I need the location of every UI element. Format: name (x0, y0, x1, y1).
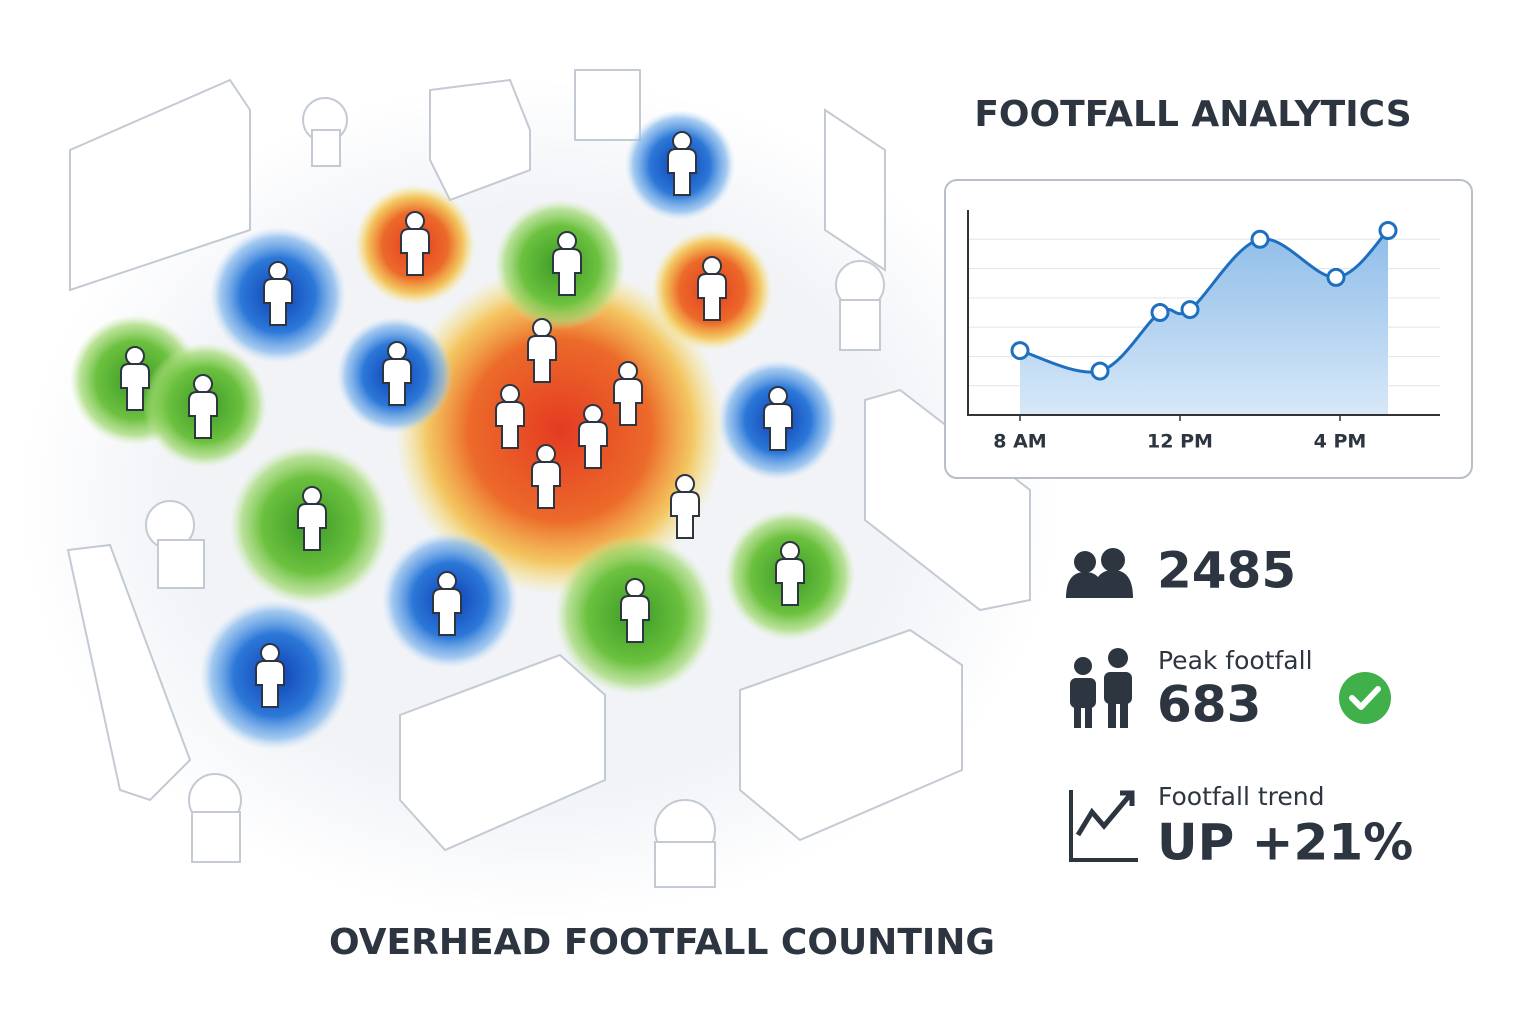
person (613, 361, 643, 426)
person-head (672, 131, 692, 151)
total-count: 2485 (1157, 542, 1296, 600)
person (255, 643, 285, 708)
person-head (675, 474, 695, 494)
chart: 8 AM 12 PM 4 PM (967, 210, 1440, 453)
person-head (268, 261, 288, 281)
person-body (255, 660, 285, 708)
person-head (702, 256, 722, 276)
person-body (620, 595, 650, 643)
person (382, 341, 412, 406)
person-head (387, 341, 407, 361)
person-body (382, 358, 412, 406)
person (667, 131, 697, 196)
point (1010, 341, 1030, 361)
person-head (405, 211, 425, 231)
person (697, 256, 727, 321)
people-stat-icon (1066, 548, 1133, 598)
person (263, 261, 293, 326)
person-body (432, 588, 462, 636)
fixtures (66, 69, 1031, 888)
person (297, 486, 327, 551)
heat-blob (395, 265, 725, 595)
person (670, 474, 700, 539)
person-head (768, 386, 788, 406)
x-tick-label: 12 PM (1147, 431, 1213, 453)
trend-label: Footfall trend (1158, 782, 1324, 811)
caption: OVERHEAD FOOTFALL COUNTING (329, 922, 995, 963)
person (620, 578, 650, 643)
x-tick-label: 4 PM (1314, 431, 1367, 453)
person (763, 386, 793, 451)
person-body (613, 378, 643, 426)
person-head (302, 486, 322, 506)
person-head (536, 444, 556, 464)
person-head (557, 231, 577, 251)
person-body (531, 461, 561, 509)
point (1090, 361, 1110, 381)
person (120, 346, 150, 411)
person (775, 541, 805, 606)
point (1378, 221, 1398, 240)
person-body (552, 248, 582, 296)
line-area (1020, 230, 1388, 415)
trend-value: UP +21% (1157, 814, 1413, 872)
person (527, 318, 557, 383)
person-head (618, 361, 638, 381)
axes (967, 210, 1440, 416)
person (552, 231, 582, 296)
person-body (263, 278, 293, 326)
person-body (297, 503, 327, 551)
person-head (125, 346, 145, 366)
person-body (697, 273, 727, 321)
point (1150, 303, 1170, 322)
peak-label: Peak footfall (1158, 646, 1313, 675)
person-body (120, 363, 150, 411)
person-body (400, 228, 430, 276)
person-head (260, 643, 280, 663)
point (1180, 300, 1200, 320)
point (1326, 267, 1346, 287)
person (188, 374, 218, 439)
person (495, 384, 525, 449)
person-body (188, 391, 218, 439)
person (578, 404, 608, 469)
person-head (583, 404, 603, 424)
person-head (193, 374, 213, 394)
person-body (763, 403, 793, 451)
person-body (670, 491, 700, 539)
person-body (775, 558, 805, 606)
person-head (500, 384, 520, 404)
person (400, 211, 430, 276)
person-body (527, 335, 557, 383)
person-body (495, 401, 525, 449)
person-head (625, 578, 645, 598)
trend-icon (1069, 790, 1138, 862)
person-body (578, 421, 608, 469)
peak-icon (1070, 648, 1132, 728)
person (531, 444, 561, 509)
person-body (667, 148, 697, 196)
peak-value: 683 (1157, 676, 1261, 734)
people-icons (120, 131, 805, 708)
person-head (437, 571, 457, 591)
check-icon (1339, 672, 1391, 724)
person-head (532, 318, 552, 338)
x-tick-label: 8 AM (993, 431, 1046, 453)
point (1250, 229, 1270, 249)
person (432, 571, 462, 636)
title: FOOTFALL ANALYTICS (974, 94, 1411, 135)
person-head (780, 541, 800, 561)
